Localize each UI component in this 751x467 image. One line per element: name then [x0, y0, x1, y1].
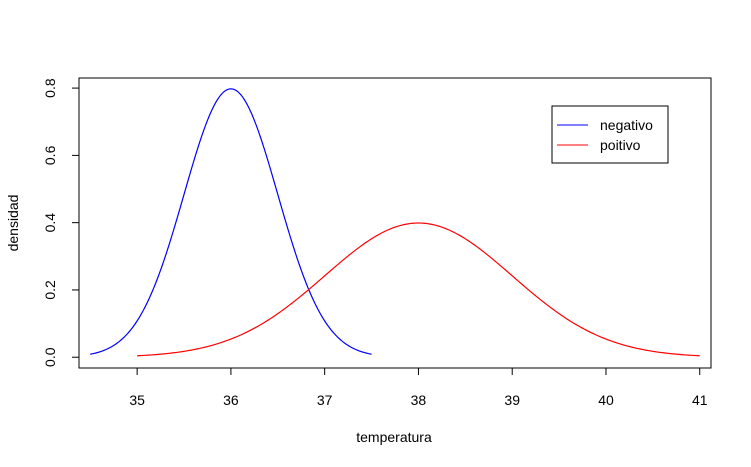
- x-tick-label: 37: [317, 392, 333, 408]
- x-tick-label: 36: [223, 392, 239, 408]
- y-tick-label: 0.4: [42, 213, 58, 233]
- series-line-poitivo: [137, 222, 700, 357]
- series-layer: [90, 88, 700, 357]
- x-tick-label: 40: [598, 392, 614, 408]
- x-tick-label: 39: [504, 392, 520, 408]
- y-axis-label: densidad: [5, 195, 21, 252]
- x-tick-label: 38: [411, 392, 427, 408]
- legend-box: [551, 105, 669, 164]
- y-tick-label: 0.8: [42, 78, 58, 98]
- x-tick-label: 35: [129, 392, 145, 408]
- y-axis: 0.0 0.2 0.4 0.6 0.8: [42, 78, 80, 367]
- y-tick-label: 0.2: [42, 280, 58, 300]
- y-tick-label: 0.0: [42, 347, 58, 367]
- x-axis-label: temperatura: [356, 429, 432, 445]
- legend: negativo poitivo: [551, 105, 669, 164]
- x-axis: 35 36 37 38 39 40 41: [129, 367, 708, 408]
- y-tick-label: 0.6: [42, 145, 58, 165]
- legend-label-poitivo: poitivo: [600, 137, 641, 153]
- legend-label-negativo: negativo: [600, 117, 653, 133]
- series-line-negativo: [90, 88, 372, 355]
- x-tick-label: 41: [692, 392, 708, 408]
